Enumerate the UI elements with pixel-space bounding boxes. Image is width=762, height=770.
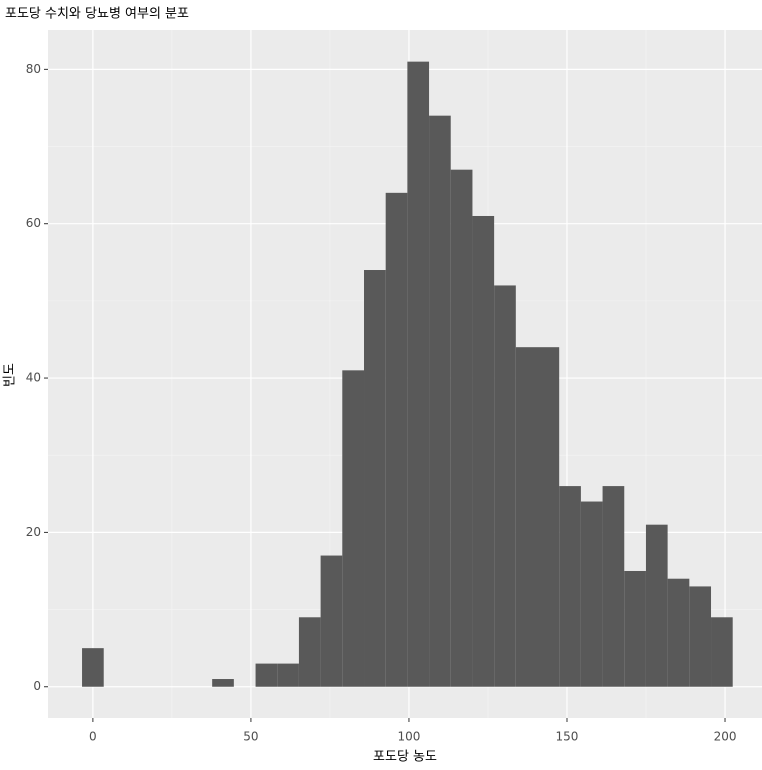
- y-tick-label: 40: [26, 371, 41, 385]
- bar: [342, 370, 365, 687]
- bar: [494, 285, 516, 687]
- bar: [537, 347, 560, 687]
- y-axis-label: 빈도: [3, 363, 18, 387]
- x-tick-label: 150: [556, 730, 579, 744]
- bar: [602, 486, 625, 687]
- bar: [364, 270, 386, 687]
- bar: [255, 663, 278, 687]
- bar: [320, 555, 343, 687]
- bar: [407, 61, 430, 687]
- y-tick-label: 60: [26, 216, 41, 230]
- bar: [515, 347, 538, 687]
- bar: [559, 486, 581, 687]
- bar: [624, 570, 646, 687]
- x-tick-label: 0: [89, 730, 97, 744]
- bar: [82, 648, 104, 687]
- bar: [645, 524, 668, 687]
- x-tick-label: 200: [714, 730, 737, 744]
- y-tick-label: 80: [26, 62, 41, 76]
- bar: [450, 169, 473, 687]
- bar: [298, 617, 321, 687]
- bar: [429, 115, 451, 687]
- bar: [711, 617, 733, 687]
- bar: [667, 578, 690, 687]
- x-tick-label: 100: [397, 730, 420, 744]
- x-tick-label: 50: [243, 730, 258, 744]
- x-axis-label: 포도당 농도: [373, 750, 437, 765]
- chart-title: 포도당 수치와 당뇨병 여부의 분포: [5, 7, 189, 22]
- y-tick-label: 0: [33, 679, 41, 693]
- bar: [472, 215, 495, 687]
- bar: [277, 663, 299, 687]
- bar: [689, 586, 712, 687]
- bar: [580, 501, 603, 687]
- y-tick-label: 20: [26, 525, 41, 539]
- bar: [385, 192, 408, 687]
- bar: [212, 679, 234, 687]
